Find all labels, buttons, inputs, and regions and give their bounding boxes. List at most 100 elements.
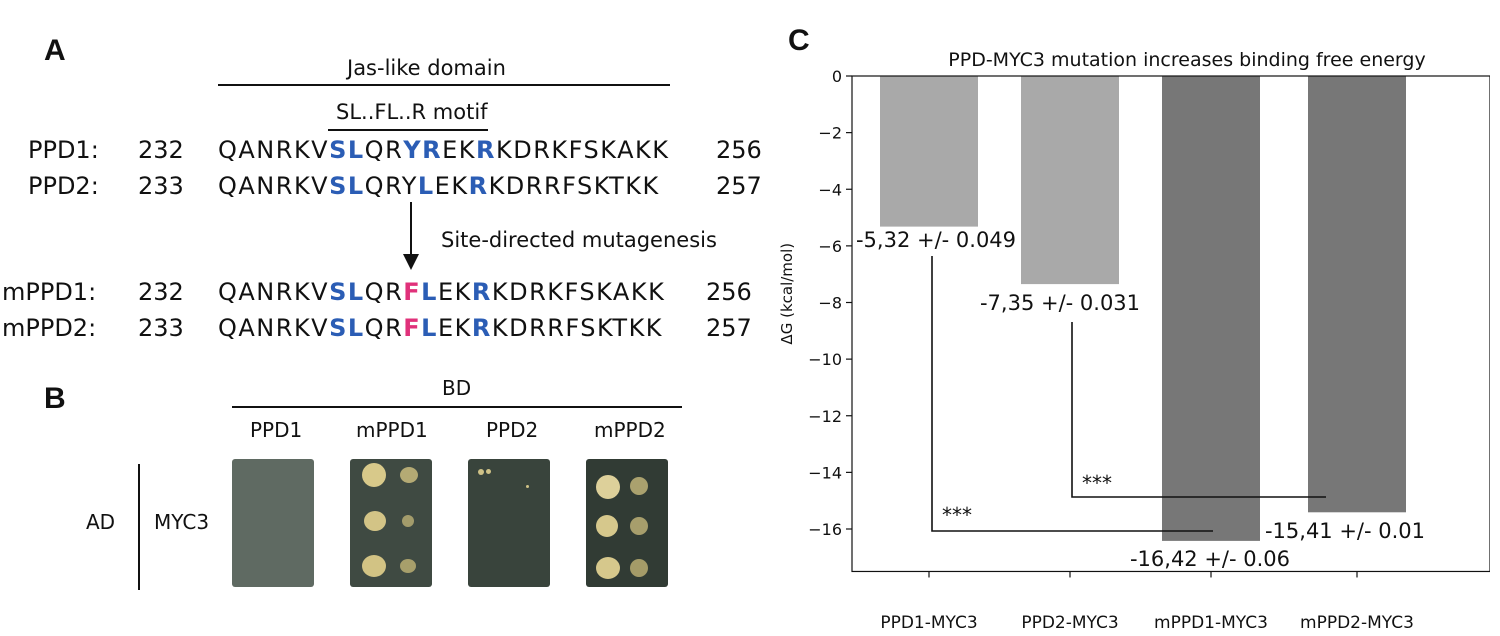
- yeast-colony: [364, 511, 386, 531]
- y-tick-label: −4: [818, 180, 842, 199]
- residue-segment: KDRKFSKAKK: [491, 278, 666, 306]
- sequence: QANRKVSLQRYREKRKDRKFSKAKK: [218, 136, 669, 164]
- residue-segment: KDRRFSKTKK: [491, 314, 664, 342]
- binding-energy-chart: PPD-MYC3 mutation increases binding free…: [778, 49, 1490, 632]
- motif-residue: SL: [329, 172, 365, 200]
- row-end: 256: [716, 136, 762, 164]
- value-label: -5,32 +/- 0.049: [856, 228, 1016, 252]
- mutagenesis-arrow: [403, 202, 419, 270]
- residue-segment: QANRKV: [218, 172, 330, 200]
- row-name: mPPD2:: [2, 314, 97, 342]
- sequence: QANRKVSLQRFLEKRKDRKFSKAKK: [218, 278, 665, 306]
- motif-residue: YR: [403, 136, 443, 164]
- significance-stars: ***: [942, 503, 972, 527]
- yeast-colony: [362, 463, 386, 487]
- motif-residue: R: [468, 172, 489, 200]
- value-label: -16,42 +/- 0.06: [1130, 547, 1290, 571]
- motif-residue: L: [421, 278, 438, 306]
- yeast-colony: [526, 485, 529, 488]
- plate-ppd2: [468, 459, 550, 587]
- y-tick-label: −8: [818, 294, 842, 313]
- motif-residue: R: [471, 314, 492, 342]
- yeast-colony: [362, 555, 386, 577]
- ad-label: AD: [86, 510, 116, 534]
- plot-frame: [851, 75, 1490, 573]
- panel-b-label: B: [44, 382, 66, 415]
- row-start: 233: [138, 172, 184, 200]
- bar: [880, 76, 978, 227]
- yeast-colony: [596, 515, 618, 537]
- plate-mppd2: [586, 459, 668, 587]
- motif-residue: R: [476, 136, 496, 164]
- x-tick-label: PPD2-MYC3: [1021, 613, 1118, 632]
- residue-segment: KDRKFSKAKK: [496, 136, 670, 164]
- row-end: 256: [706, 278, 752, 306]
- motif-residue: SL: [329, 314, 365, 342]
- column-label-mppd2: mPPD2: [594, 418, 666, 442]
- y-tick-label: −14: [808, 463, 842, 482]
- yeast-colony: [630, 517, 648, 535]
- sequence: QANRKVSLQRFLEKRKDRRFSKTKK: [218, 314, 663, 342]
- residue-segment: QRY: [364, 172, 418, 200]
- myc3-row-label: MYC3: [154, 510, 210, 534]
- row-name: mPPD1:: [2, 278, 97, 306]
- yeast-colony: [478, 469, 484, 475]
- residue-segment: QR: [364, 314, 404, 342]
- x-tick-label: PPD1-MYC3: [880, 613, 977, 632]
- column-label-ppd1: PPD1: [250, 418, 303, 442]
- column-label-mppd1: mPPD1: [356, 418, 428, 442]
- motif-residue: R: [471, 278, 492, 306]
- x-tick-label: mPPD1-MYC3: [1154, 613, 1268, 632]
- row-start: 232: [138, 278, 184, 306]
- residue-segment: EK: [437, 314, 472, 342]
- column-label-ppd2: PPD2: [486, 418, 539, 442]
- motif-residue: SL: [329, 136, 365, 164]
- motif-bracket: [328, 129, 488, 131]
- residue-segment: QANRKV: [218, 136, 330, 164]
- motif-label: SL..FL..R motif: [336, 100, 488, 124]
- residue-segment: QANRKV: [218, 314, 330, 342]
- yeast-colony: [630, 559, 648, 577]
- jas-domain-bracket: [218, 84, 670, 86]
- bd-bracket: [232, 406, 682, 408]
- yeast-colony: [630, 477, 648, 495]
- motif-residue: L: [417, 172, 435, 200]
- value-label: -15,41 +/- 0.01: [1265, 519, 1425, 543]
- residue-segment: EK: [442, 136, 477, 164]
- bd-label: BD: [442, 376, 472, 400]
- yeast-colony: [400, 467, 418, 483]
- mutagenesis-label: Site-directed mutagenesis: [441, 228, 717, 252]
- y-tick-label: −12: [808, 407, 842, 426]
- jas-like-domain-label: Jas-like domain: [347, 56, 506, 80]
- yeast-colony: [402, 515, 414, 527]
- y-tick-label: −6: [818, 237, 842, 256]
- y-tick-label: −10: [808, 350, 842, 369]
- residue-segment: EK: [434, 172, 469, 200]
- row-name: PPD1:: [28, 136, 99, 164]
- plate-ppd1: [232, 459, 314, 587]
- motif-residue: L: [421, 314, 438, 342]
- sequence: QANRKVSLQRYLEKRKDRRFSKTKK: [218, 172, 660, 200]
- residue-segment: EK: [437, 278, 472, 306]
- residue-segment: QR: [364, 136, 404, 164]
- mutated-residue: F: [403, 278, 422, 306]
- yeast-colony: [596, 475, 620, 499]
- y-tick-label: −16: [808, 520, 842, 539]
- bar: [1021, 76, 1119, 285]
- y-axis-label: ΔG (kcal/mol): [778, 243, 796, 345]
- bar: [1162, 76, 1260, 541]
- yeast-colony: [400, 559, 416, 573]
- panel-a-label: A: [44, 34, 66, 67]
- yeast-colony: [596, 557, 620, 579]
- significance-bracket: [1071, 322, 1326, 498]
- value-label: -7,35 +/- 0.031: [980, 291, 1140, 315]
- chart-title: PPD-MYC3 mutation increases binding free…: [948, 49, 1425, 71]
- residue-segment: KDRRFSKTKK: [488, 172, 660, 200]
- y-tick-label: −2: [818, 124, 842, 143]
- row-start: 232: [138, 136, 184, 164]
- y-tick-label: 0: [832, 67, 842, 86]
- bar: [1308, 76, 1406, 513]
- row-end: 257: [716, 172, 762, 200]
- significance-bracket: [931, 256, 1213, 532]
- yeast-colony: [486, 469, 491, 474]
